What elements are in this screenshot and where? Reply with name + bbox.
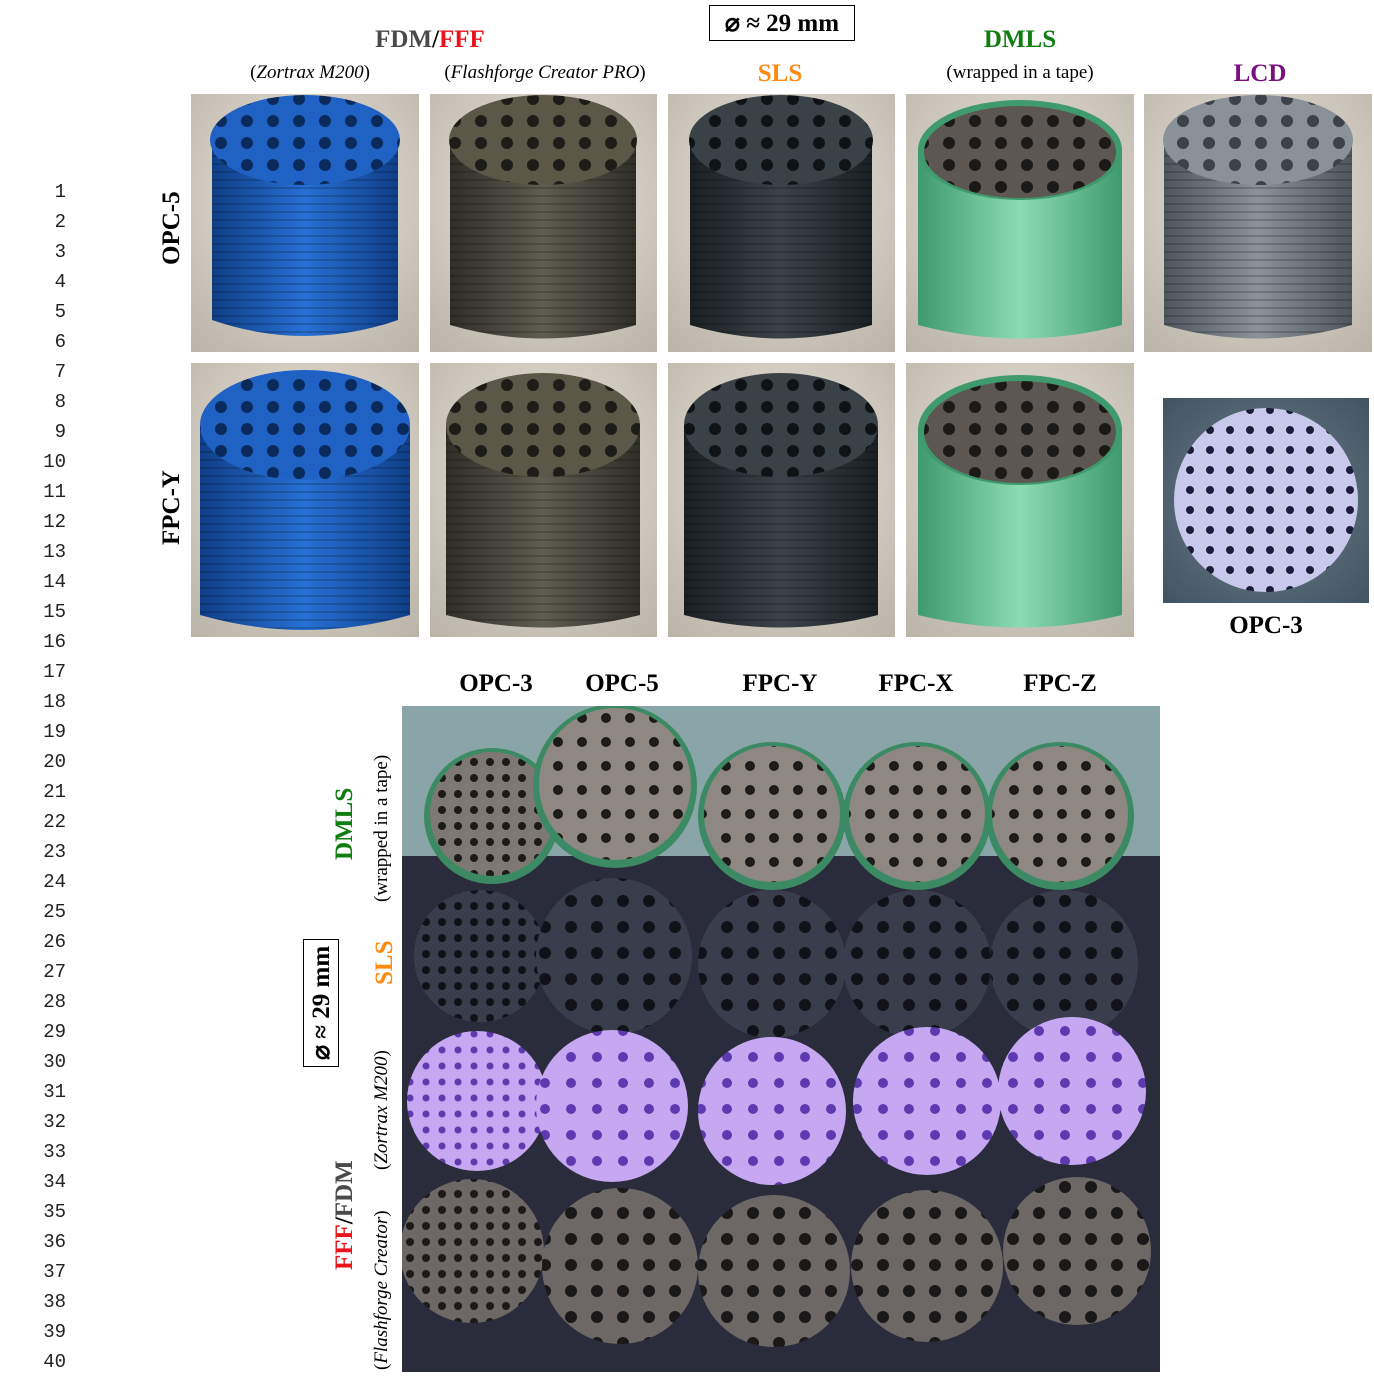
line-number: 31	[43, 1081, 66, 1103]
line-number: 11	[43, 481, 66, 503]
line-number: 39	[43, 1321, 66, 1343]
photo-sls-fpcy	[668, 363, 895, 637]
line-number: 1	[54, 181, 66, 203]
bottom-row-zortrax	[407, 1017, 1146, 1185]
bottom-dmls-label: DMLS	[331, 787, 358, 860]
photo-fdm-zortrax-fpcy	[191, 363, 419, 637]
bottom-row-sls	[414, 878, 1138, 1038]
line-number: 27	[43, 961, 66, 983]
bottom-flashforge-label: (Flashforge Creator)	[371, 1210, 392, 1370]
bottom-flashforge-name: Flashforge Creator	[371, 1216, 392, 1364]
line-number: 8	[54, 391, 66, 413]
line-number: 5	[54, 301, 66, 323]
line-number: 24	[43, 871, 66, 893]
line-number: 38	[43, 1291, 66, 1313]
line-number: 33	[43, 1141, 66, 1163]
opc3-caption: OPC-3	[1229, 612, 1303, 639]
line-number: 37	[43, 1261, 66, 1283]
fdm-label: FDM	[375, 26, 433, 53]
col-header-fpcy: FPC-Y	[742, 670, 818, 697]
lcd-header: LCD	[1233, 60, 1287, 87]
line-number: 18	[43, 691, 66, 713]
line-number: 22	[43, 811, 66, 833]
line-number: 2	[54, 211, 66, 233]
line-number: 29	[43, 1021, 66, 1043]
line-number: 30	[43, 1051, 66, 1073]
bottom-fff: FFF	[331, 1224, 358, 1270]
line-number: 36	[43, 1231, 66, 1253]
line-number: 21	[43, 781, 66, 803]
line-number: 40	[43, 1351, 66, 1373]
col-header-opc3: OPC-3	[459, 670, 533, 697]
photo-lcd-opc3	[1163, 398, 1369, 603]
bottom-row-flashforge	[402, 1177, 1151, 1347]
dmls-sub: (wrapped in a tape)	[946, 62, 1094, 83]
line-number: 16	[43, 631, 66, 653]
line-number: 19	[43, 721, 66, 743]
photo-dmls-fpcy	[906, 363, 1134, 637]
line-number: 3	[54, 241, 66, 263]
bottom-fdm: FDM	[331, 1160, 358, 1218]
line-number: 12	[43, 511, 66, 533]
line-number: 32	[43, 1111, 66, 1133]
col-header-fpcz: FPC-Z	[1023, 670, 1097, 697]
dmls-header: DMLS	[983, 26, 1057, 53]
slash: /	[432, 26, 440, 53]
bottom-photo	[402, 706, 1160, 1372]
bottom-dmls-sub: (wrapped in a tape)	[371, 754, 392, 902]
bottom-diameter-label: ⌀ ≈ 29 mm	[303, 938, 339, 1067]
line-number: 9	[54, 421, 66, 443]
photo-fdm-zortrax-opc5	[191, 94, 419, 352]
fff-label: FFF	[439, 26, 485, 53]
photo-dmls-opc5	[906, 94, 1134, 352]
photo-fff-flashforge-opc5	[430, 94, 657, 352]
bottom-fff-fdm-label: FFF/FDM	[331, 1160, 359, 1270]
line-number: 23	[43, 841, 66, 863]
line-number: 35	[43, 1201, 66, 1223]
line-number: 7	[54, 361, 66, 383]
line-number: 14	[43, 571, 66, 593]
col-header-fpcx: FPC-X	[878, 670, 954, 697]
bottom-sls-label: SLS	[371, 940, 398, 985]
fdm-fff-header: FDM/FFF	[330, 26, 530, 54]
line-number: 10	[43, 451, 66, 473]
bottom-row-dmls	[424, 706, 1134, 890]
zortrax-label: (Zortrax M200)	[250, 62, 370, 83]
diameter-label: ⌀ ≈ 29 mm	[709, 5, 855, 41]
bottom-zortrax-name: Zortrax M200	[371, 1056, 392, 1164]
bottom-slash: /	[331, 1217, 358, 1225]
line-number: 17	[43, 661, 66, 683]
line-number: 20	[43, 751, 66, 773]
line-number: 13	[43, 541, 66, 563]
top-photo-grid	[191, 94, 1372, 637]
line-number: 6	[54, 331, 66, 353]
flashforge-name: Flashforge Creator PRO	[450, 62, 640, 83]
flashforge-label: (Flashforge Creator PRO)	[444, 62, 646, 83]
col-header-opc5: OPC-5	[585, 670, 659, 697]
photo-fff-flashforge-fpcy	[430, 363, 657, 637]
line-number: 26	[43, 931, 66, 953]
line-number: 25	[43, 901, 66, 923]
bottom-zortrax-label: (Zortrax M200)	[371, 1050, 392, 1170]
line-number: 4	[54, 271, 66, 293]
line-number: 15	[43, 601, 66, 623]
photo-sls-opc5	[668, 94, 895, 352]
photo-lcd-opc5	[1144, 94, 1372, 352]
sls-header: SLS	[757, 60, 803, 87]
line-number: 28	[43, 991, 66, 1013]
line-number: 34	[43, 1171, 66, 1193]
zortrax-name: Zortrax M200	[256, 62, 364, 83]
